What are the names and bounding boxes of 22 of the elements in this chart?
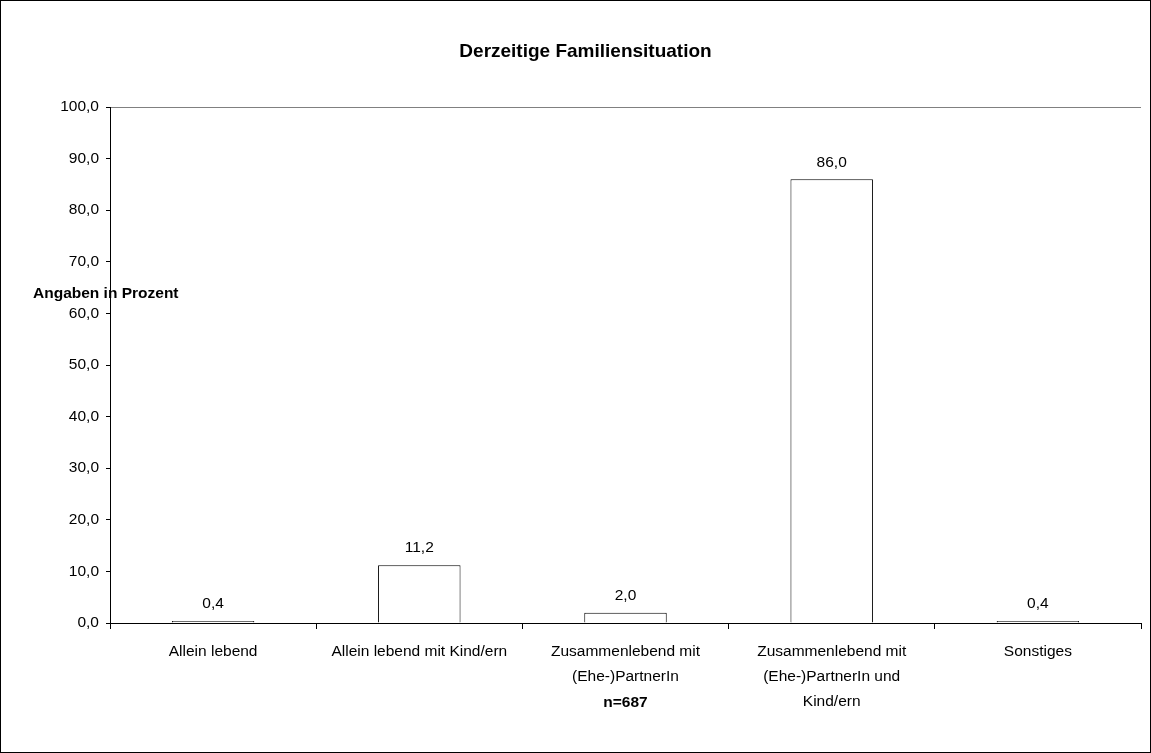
x-tick-label: Sonstiges <box>1003 641 1073 659</box>
data-label: 0,4 <box>202 594 225 612</box>
x-tick-label: Zusammenlebend mit (Ehe-)PartnerIn und Kind/ern <box>757 641 907 709</box>
chart-title: Derzeitige Familiensituation <box>459 40 712 62</box>
y-tick-label: 70,0 <box>68 252 100 270</box>
y-tick-label: 60,0 <box>68 303 100 321</box>
data-label: 0,4 <box>1027 594 1050 612</box>
x-tick-label: Allein lebend <box>168 641 258 659</box>
y-tick-label: 100,0 <box>60 97 100 115</box>
y-tick-label: 40,0 <box>68 406 100 424</box>
text: n=687 <box>603 693 648 711</box>
y-tick-label: 50,0 <box>68 355 100 373</box>
y-tick-label: 90,0 <box>68 148 100 166</box>
x-tick-label: Allein lebend mit Kind/ern <box>331 641 508 659</box>
y-tick-label: 20,0 <box>68 510 100 528</box>
y-tick-label: 0,0 <box>77 613 100 631</box>
y-tick-label: 30,0 <box>68 458 100 476</box>
y-tick-label: 80,0 <box>68 200 100 218</box>
data-label: 11,2 <box>404 538 434 556</box>
data-label: 86,0 <box>816 152 848 170</box>
data-label: 2,0 <box>614 585 637 603</box>
y-tick-label: 10,0 <box>68 561 100 579</box>
